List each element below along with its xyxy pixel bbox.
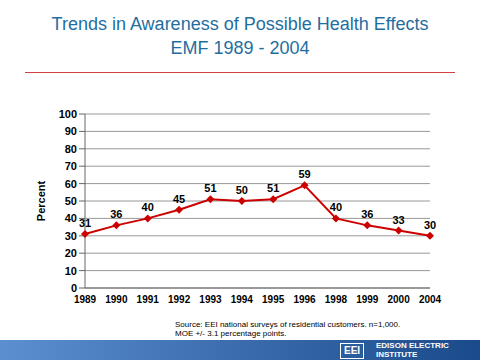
svg-text:50: 50	[65, 195, 77, 207]
html-text:EDISON ELECTRIC: EDISON ELECTRIC	[376, 341, 449, 350]
svg-text:40: 40	[142, 201, 154, 213]
svg-text:45: 45	[173, 193, 185, 205]
svg-text:60: 60	[65, 178, 77, 190]
svg-text:90: 90	[65, 125, 77, 137]
svg-text:33: 33	[393, 214, 405, 226]
svg-text:30: 30	[424, 219, 436, 231]
html-text:Trends in Awareness of Possibl: Trends in Awareness of Possible Health E…	[51, 14, 429, 34]
svg-text:40: 40	[330, 201, 342, 213]
svg-text:1995: 1995	[262, 294, 285, 305]
svg-text:10: 10	[65, 265, 77, 277]
svg-text:36: 36	[110, 208, 122, 220]
svg-text:1998: 1998	[325, 294, 348, 305]
svg-text:Percent: Percent	[35, 180, 47, 221]
svg-text:20: 20	[65, 247, 77, 259]
svg-text:59: 59	[298, 168, 310, 180]
svg-text:1993: 1993	[199, 294, 222, 305]
html-text:MOE +/- 3.1 percentage points.: MOE +/- 3.1 percentage points.	[175, 329, 287, 338]
html-text:EMF 1989 - 2004: EMF 1989 - 2004	[170, 38, 310, 58]
svg-text:100: 100	[59, 108, 77, 120]
svg-text:31: 31	[79, 217, 91, 229]
svg-text:1996: 1996	[293, 294, 316, 305]
html-text:INSTITUTE: INSTITUTE	[376, 350, 418, 359]
svg-text:1990: 1990	[105, 294, 128, 305]
svg-text:1994: 1994	[231, 294, 254, 305]
svg-text:50: 50	[236, 184, 248, 196]
svg-text:1992: 1992	[168, 294, 191, 305]
svg-text:0: 0	[71, 282, 77, 294]
svg-text:70: 70	[65, 160, 77, 172]
svg-text:80: 80	[65, 143, 77, 155]
svg-text:1989: 1989	[74, 294, 97, 305]
svg-text:51: 51	[267, 182, 279, 194]
svg-text:1991: 1991	[137, 294, 160, 305]
svg-text:36: 36	[361, 208, 373, 220]
svg-text:2000: 2000	[388, 294, 411, 305]
svg-text:40: 40	[65, 212, 77, 224]
svg-text:30: 30	[65, 230, 77, 242]
svg-text:2004: 2004	[419, 294, 442, 305]
svg-text:1999: 1999	[356, 294, 379, 305]
html-text:Source: EEI national surveys o: Source: EEI national surveys of resident…	[175, 320, 401, 329]
svg-text:51: 51	[204, 182, 216, 194]
html-text:EEI: EEI	[344, 345, 361, 356]
